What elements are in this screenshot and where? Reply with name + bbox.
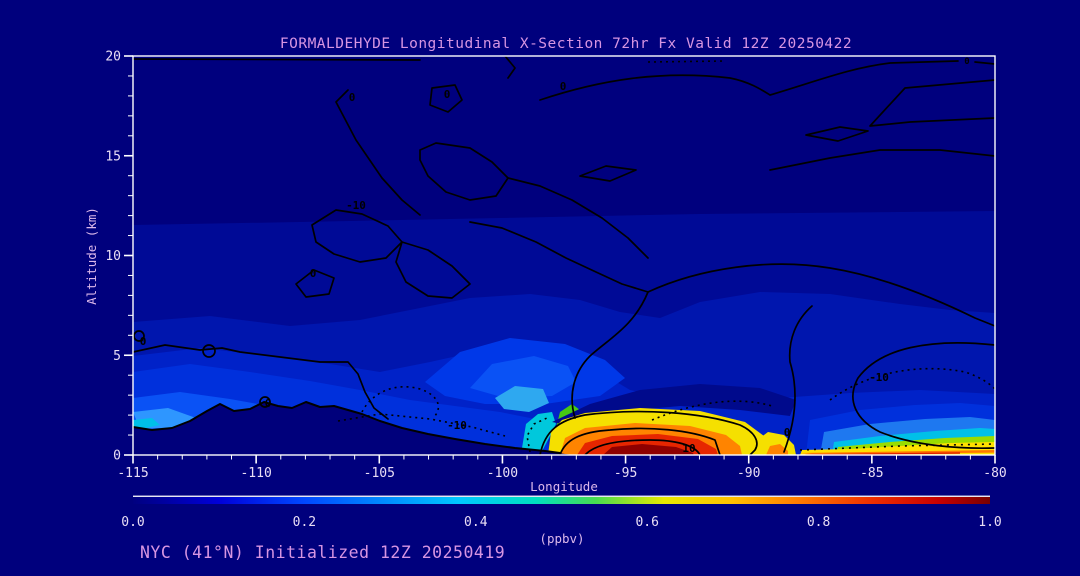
y-tick-label: 15 [105,149,121,164]
x-tick-label: -105 [364,466,395,481]
terrain-profile [133,402,575,455]
x-tick-label: -100 [487,466,518,481]
contour-label: 0 [310,267,317,280]
x-tick-label: -80 [983,466,1006,481]
colorbar-gradient [133,497,990,504]
y-axis-title: Altitude (km) [84,207,99,305]
axis-ticks [124,55,996,464]
colorbar-units-label: (ppbv) [539,531,584,546]
initialization-caption: NYC (41°N) Initialized 12Z 20250419 [140,543,505,562]
contour-value-labels: 0 0 0 0 0 -10 0 0 -10 10 0 -10 [140,57,970,455]
y-tick-label: 10 [105,249,121,264]
y-tick-label: 0 [113,449,121,464]
contour-label: -10 [869,371,889,384]
contour-label: 0 [964,57,969,67]
contour-label: 10 [682,442,695,455]
colorbar-tick-label: 1.0 [978,515,1001,530]
contour-label: 0 [560,80,567,93]
colorbar-tick-label: 0.0 [121,515,144,530]
plot-title: FORMALDEHYDE Longitudinal X-Section 72hr… [280,36,852,52]
contour-label: -10 [447,419,467,432]
colorbar-tick-label: 0.6 [635,515,658,530]
x-tick-label: -115 [117,466,148,481]
colorbar-top-edge [133,495,990,497]
colorbar-tick-label: 0.2 [293,515,316,530]
y-tick-label: 20 [105,50,121,65]
contour-label: 0 [444,88,451,101]
contour-label: 0 [140,335,147,348]
x-tick-label: -90 [737,466,760,481]
contour-label: 0 [349,91,356,104]
line-contours [133,56,995,455]
contour-label: -10 [346,199,366,212]
contour-fill-field [133,56,995,455]
colorbar-tick-label: 0.8 [807,515,830,530]
x-tick-label: -85 [860,466,883,481]
colorbar-tick-label: 0.4 [464,515,488,530]
x-tick-label: -110 [240,466,271,481]
colorbar-tick-labels: 0.0 0.2 0.4 0.6 0.8 1.0 [121,515,1001,530]
colorbar [133,495,990,504]
x-tick-label: -95 [614,466,637,481]
y-tick-label: 5 [113,349,121,364]
x-axis-title: Longitude [530,479,598,494]
contour-label: 0 [784,426,791,439]
contour-label: 0 [265,397,272,410]
